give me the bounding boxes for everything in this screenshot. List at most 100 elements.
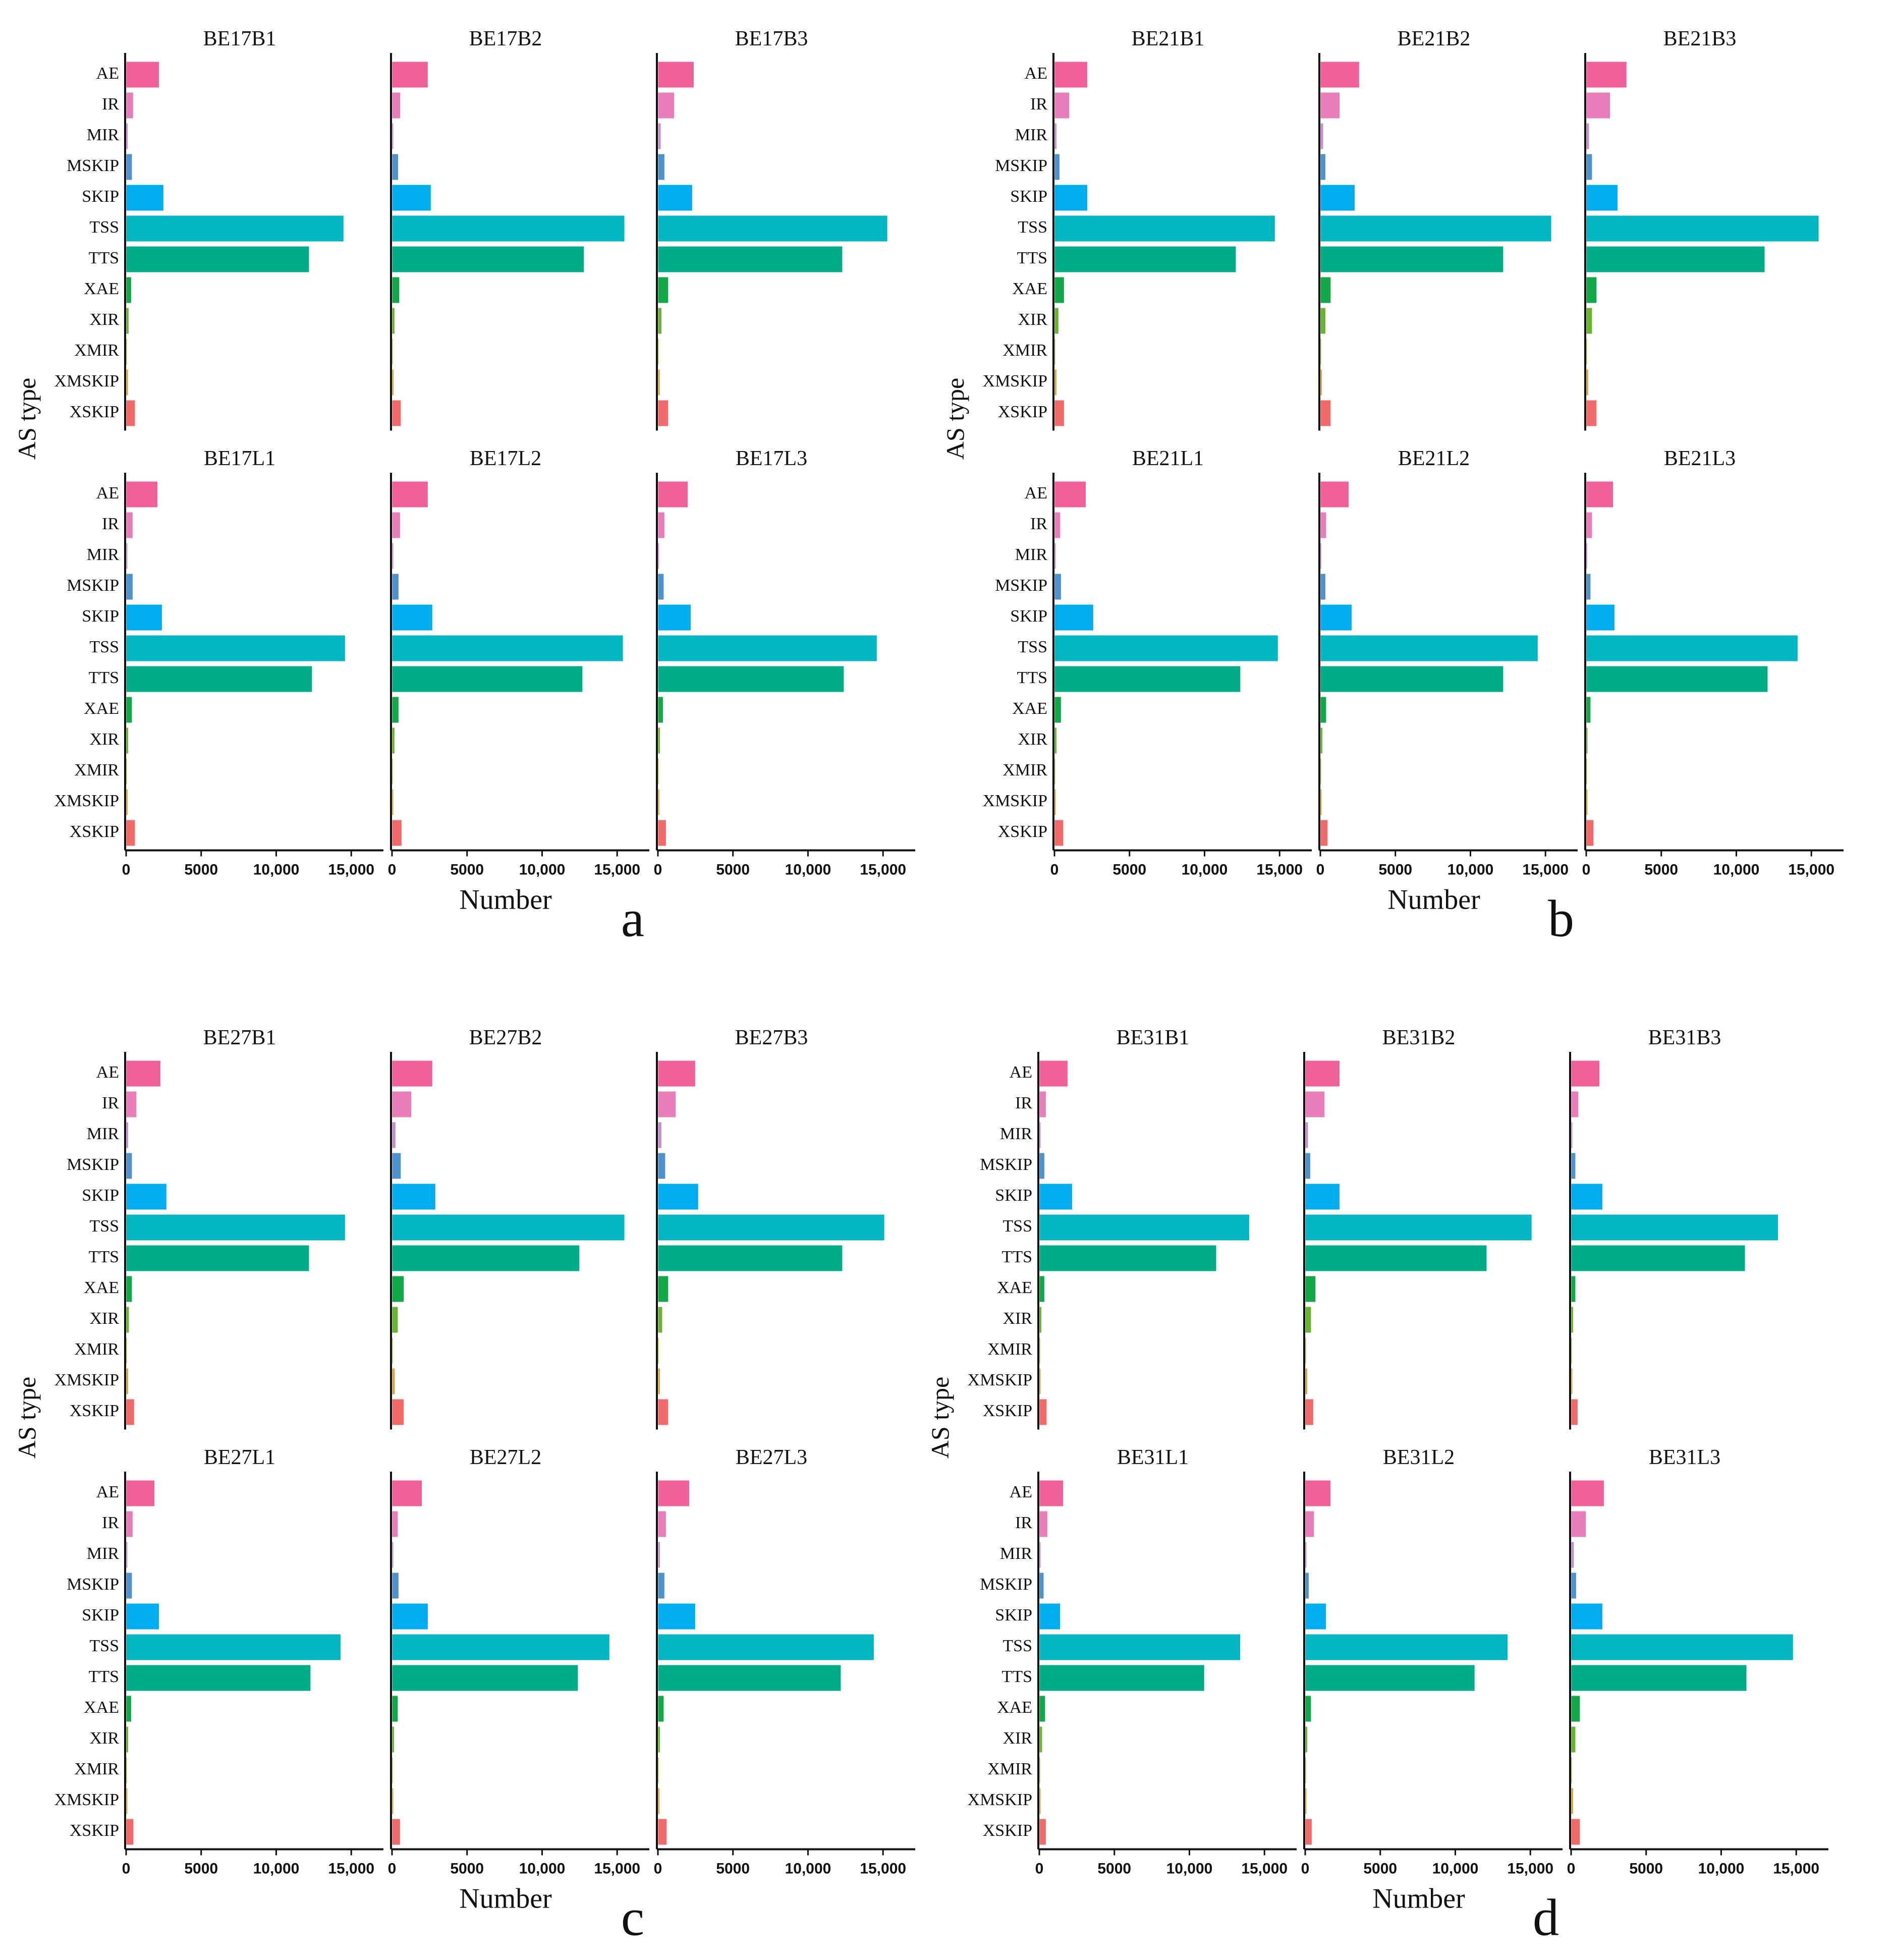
bar xyxy=(1305,1306,1312,1333)
bar xyxy=(392,1603,428,1630)
panel-title: BE21L1 xyxy=(1132,447,1204,470)
category-label: XMIR xyxy=(987,1340,1032,1359)
bar xyxy=(392,665,583,693)
category-label: MSKIP xyxy=(995,156,1047,175)
bar xyxy=(1054,184,1088,211)
category-label: TTS xyxy=(1017,249,1047,267)
bar xyxy=(657,1603,696,1630)
bar xyxy=(126,1060,161,1087)
x-axis-title: Number xyxy=(1387,884,1480,916)
category-label: XSKIP xyxy=(983,1402,1032,1420)
bar xyxy=(1054,635,1278,662)
bar xyxy=(392,1480,422,1507)
bar xyxy=(392,696,399,723)
bar xyxy=(657,246,843,273)
x-tick-label: 10,000 xyxy=(1698,1861,1745,1877)
x-tick-label: 0 xyxy=(1582,862,1591,878)
category-label: XSKIP xyxy=(70,403,119,421)
bar xyxy=(1305,1480,1331,1507)
bar xyxy=(392,1757,394,1784)
x-tick-label: 15,000 xyxy=(1241,1861,1288,1877)
category-label: IR xyxy=(102,95,119,114)
bar xyxy=(657,573,664,600)
bar xyxy=(657,1060,696,1087)
x-tick-label: 15,000 xyxy=(328,862,374,878)
bar xyxy=(392,215,625,242)
x-tick-label: 15,000 xyxy=(860,1861,906,1877)
y-axis-title: AS type xyxy=(941,378,969,460)
bar xyxy=(657,512,665,539)
bar xyxy=(126,1541,128,1569)
category-label: AE xyxy=(96,1483,119,1501)
bar xyxy=(392,184,431,211)
bar xyxy=(392,1245,580,1272)
bar xyxy=(1305,1818,1312,1845)
bar xyxy=(1054,665,1241,693)
bar xyxy=(126,369,129,396)
x-tick-label: 15,000 xyxy=(594,1861,640,1877)
bar xyxy=(1586,246,1765,273)
x-tick-label: 5000 xyxy=(716,862,750,878)
bar xyxy=(1305,1510,1315,1538)
bar xyxy=(1571,1245,1746,1272)
bar xyxy=(1320,307,1326,334)
category-label: XAE xyxy=(1012,279,1047,298)
x-tick-label: 0 xyxy=(122,1861,131,1877)
category-label: MSKIP xyxy=(980,1575,1032,1594)
category-label: AE xyxy=(96,1063,119,1082)
category-label: TSS xyxy=(89,218,119,237)
bar xyxy=(1039,1368,1041,1395)
bar xyxy=(657,215,888,242)
category-label: XAE xyxy=(84,699,119,718)
category-label: XIR xyxy=(89,730,119,749)
bar xyxy=(126,1818,134,1845)
category-label: XMSKIP xyxy=(54,372,119,390)
bar xyxy=(1039,1510,1048,1538)
chart-c: BE27B1 AE IR MIR MSKIP SKIP TSS TTS XAE XIR XMIR XM… xyxy=(13,1026,915,1947)
category-label: XSKIP xyxy=(70,1402,119,1420)
category-label: XMIR xyxy=(74,1340,119,1359)
bar xyxy=(392,1695,399,1722)
bar xyxy=(1305,1603,1327,1630)
y-axis-title: AS type xyxy=(13,378,41,460)
x-axis-title: Number xyxy=(1372,1883,1465,1915)
category-label: XSKIP xyxy=(998,822,1047,841)
bar xyxy=(392,1572,399,1599)
bar xyxy=(1039,1787,1041,1815)
bar xyxy=(1039,1275,1045,1303)
bar xyxy=(1571,1337,1573,1364)
panel-title: BE31L2 xyxy=(1383,1446,1455,1469)
bar xyxy=(126,1152,133,1180)
bar xyxy=(1586,635,1798,662)
x-axis-title: Number xyxy=(459,1883,552,1915)
bar xyxy=(126,512,133,539)
category-label: MIR xyxy=(1015,545,1048,564)
category-label: XSKIP xyxy=(70,822,119,841)
bar xyxy=(392,1368,396,1395)
bar xyxy=(657,1541,660,1569)
figure-panel-letter: b xyxy=(1548,890,1574,948)
x-tick-label: 5000 xyxy=(184,1861,218,1877)
category-label: TTS xyxy=(89,249,119,267)
bar xyxy=(1571,1306,1574,1333)
bar xyxy=(657,400,669,427)
bar xyxy=(392,1091,412,1118)
category-label: TSS xyxy=(1002,1217,1032,1236)
panel-title: BE21B2 xyxy=(1398,27,1471,50)
bar xyxy=(126,215,344,242)
category-label: MSKIP xyxy=(67,576,119,595)
x-tick-label: 0 xyxy=(654,862,662,878)
bar xyxy=(126,153,133,181)
bar xyxy=(1305,1368,1308,1395)
category-label: XMIR xyxy=(74,1760,119,1778)
bar xyxy=(126,1245,310,1272)
bar xyxy=(657,789,660,816)
x-tick-label: 5000 xyxy=(716,1861,750,1877)
category-label: XAE xyxy=(997,1698,1032,1717)
bar xyxy=(392,1306,399,1333)
x-tick-label: 10,000 xyxy=(785,1861,831,1877)
panel-title: BE21B1 xyxy=(1132,27,1205,50)
bar xyxy=(392,1122,396,1149)
category-label: XAE xyxy=(84,1698,119,1717)
bar xyxy=(1586,184,1618,211)
